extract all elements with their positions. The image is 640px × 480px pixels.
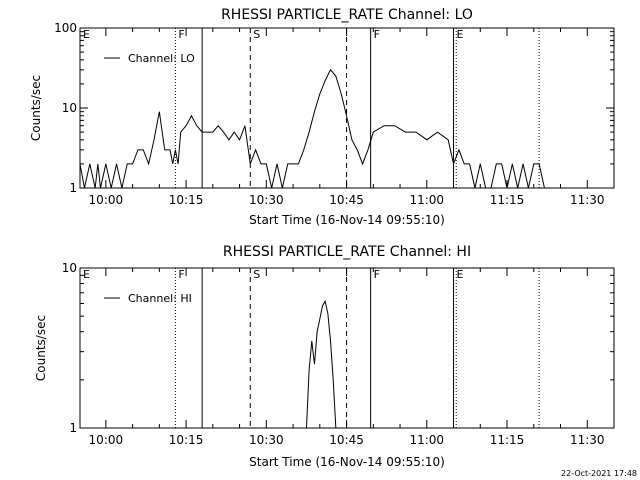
- x-tick-label: 11:00: [409, 193, 444, 207]
- legend-label: Channel: HI: [128, 292, 192, 305]
- series-line: [305, 299, 337, 428]
- marker-label: F: [374, 268, 380, 281]
- y-tick-label: 1: [69, 181, 77, 195]
- x-axis-label: Start Time (16-Nov-14 09:55:10): [249, 455, 445, 469]
- x-tick-label: 11:30: [570, 433, 605, 447]
- marker-label: S: [253, 28, 260, 41]
- y-tick-label: 100: [54, 21, 77, 35]
- legend-label: Channel: LO: [128, 52, 195, 65]
- legend: Channel: HI: [104, 292, 192, 305]
- x-tick-label: 10:45: [329, 433, 364, 447]
- x-tick-label: 10:30: [249, 433, 284, 447]
- y-axis-label: Counts/sec: [34, 315, 48, 381]
- panel-hi: RHESSI PARTICLE_RATE Channel: HI Counts/…: [34, 244, 615, 469]
- series-line: [80, 68, 545, 188]
- plot-area: 10:00 10:15 10:30 10:45 11:00 11:15 11:30 1 10 E F…: [62, 261, 615, 447]
- panel-lo: RHESSI PARTICLE_RATE Channel: LO Counts/…: [29, 7, 615, 227]
- x-tick-label: 10:15: [169, 433, 204, 447]
- marker-label: F: [178, 268, 184, 281]
- x-tick-label: 10:30: [249, 193, 284, 207]
- x-tick-label: 11:15: [490, 193, 525, 207]
- plot-area: 10:00 10:15 10:30 10:45 11:00 11:15 11:30 1 10 10…: [54, 21, 615, 207]
- x-tick-label: 10:15: [169, 193, 204, 207]
- legend: Channel: LO: [104, 52, 195, 65]
- x-tick-label: 10:00: [89, 193, 124, 207]
- marker-label: F: [374, 28, 380, 41]
- marker-label: E: [83, 268, 90, 281]
- marker-label: E: [83, 28, 90, 41]
- x-axis-label: Start Time (16-Nov-14 09:55:10): [249, 213, 445, 227]
- timestamp: 22-Oct-2021 17:48: [561, 469, 637, 478]
- marker-label: F: [178, 28, 184, 41]
- x-tick-label: 10:45: [329, 193, 364, 207]
- x-tick-label: 11:00: [409, 433, 444, 447]
- y-tick-label: 10: [62, 101, 77, 115]
- chart-title: RHESSI PARTICLE_RATE Channel: LO: [221, 7, 473, 23]
- y-tick-label: 1: [69, 421, 77, 435]
- chart-title: RHESSI PARTICLE_RATE Channel: HI: [223, 244, 471, 260]
- y-tick-label: 10: [62, 261, 77, 275]
- marker-label: E: [457, 28, 464, 41]
- y-axis-label: Counts/sec: [29, 75, 43, 141]
- marker-label: S: [253, 268, 260, 281]
- x-tick-label: 11:30: [570, 193, 605, 207]
- marker-label: E: [457, 268, 464, 281]
- x-tick-label: 10:00: [89, 433, 124, 447]
- x-tick-label: 11:15: [490, 433, 525, 447]
